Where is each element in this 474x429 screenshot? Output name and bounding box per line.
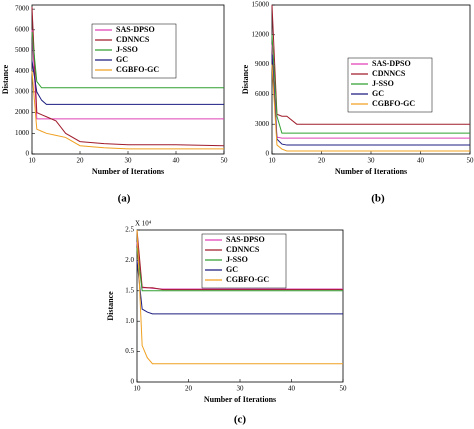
series-line [31,60,224,105]
x-tick-label: 50 [340,385,348,393]
y-tick-label: 2000 [15,108,30,116]
x-tick-label: 40 [417,157,425,165]
y-axis-label: Distance [106,291,115,321]
x-tick-label: 10 [269,157,277,165]
legend-label: CDNNCS [372,69,406,78]
y-tick-label: 6000 [255,90,270,98]
legend-label: CGBFO-GC [372,99,415,108]
y-tick-label: 6000 [15,25,30,33]
y-tick-label: 3000 [15,88,30,96]
x-tick-label: 40 [173,157,181,165]
series-line [271,64,470,152]
y-multiplier: X 10⁴ [135,220,152,228]
series-line [136,260,343,315]
y-tick-label: 4000 [15,67,30,75]
y-tick-label: 0 [131,378,135,386]
caption: (c) [234,414,247,426]
legend-label: CDNNCS [226,245,260,254]
caption: (a) [118,193,131,205]
y-tick-label: 9000 [255,60,270,68]
x-tick-label: 10 [134,385,142,393]
legend-label: J-SSO [116,45,138,54]
y-tick-label: 2.0 [125,256,134,264]
legend-label: GC [372,89,384,98]
series-line [136,229,343,365]
y-axis-label: Distance [241,64,250,94]
x-axis-label: Number of Iterations [92,167,164,176]
series-line [271,4,470,125]
x-tick-label: 10 [29,157,37,165]
legend-label: CGBFO-GC [226,275,269,284]
legend-label: SAS-DPSO [226,235,265,244]
legend-label: J-SSO [372,79,394,88]
y-tick-label: 1.5 [125,286,134,294]
series-line [31,29,224,120]
x-tick-label: 30 [237,385,245,393]
y-tick-label: 2.5 [125,226,134,234]
y-tick-label: 7000 [15,5,30,13]
series-line [31,31,224,89]
x-tick-label: 20 [318,157,326,165]
caption: (b) [371,193,385,205]
legend-label: GC [226,265,238,274]
legend-label: CGBFO-GC [116,65,159,74]
series-line [271,54,470,146]
y-tick-label: 0.5 [125,347,134,355]
y-tick-label: 1.0 [125,317,134,325]
legend-label: CDNNCS [116,35,150,44]
x-tick-label: 50 [467,157,474,165]
legend-box [91,23,177,79]
y-tick-label: 15000 [252,1,270,9]
x-tick-label: 30 [125,157,133,165]
series-line [271,34,470,134]
series-line [136,248,343,292]
series-line [31,7,225,147]
legend-box [201,233,287,289]
x-tick-label: 30 [368,157,376,165]
series-line [31,71,224,150]
x-tick-label: 50 [221,157,229,165]
x-tick-label: 20 [77,157,85,165]
y-tick-label: 0 [26,150,30,158]
y-tick-label: 0 [266,150,270,158]
legend-label: SAS-DPSO [116,25,155,34]
y-tick-label: 5000 [15,46,30,54]
y-tick-label: 3000 [255,120,270,128]
x-axis-label: Number of Iterations [204,395,276,404]
x-axis-label: Number of Iterations [335,167,407,176]
y-tick-label: 12000 [252,30,270,38]
series-line [136,229,343,291]
y-axis-label: Distance [1,64,10,94]
x-tick-label: 40 [288,385,296,393]
legend-label: GC [116,55,128,64]
legend-box [347,57,433,113]
y-tick-label: 1000 [15,129,30,137]
series-line [271,44,470,139]
legend-label: J-SSO [226,255,248,264]
x-tick-label: 20 [185,385,193,393]
legend-label: SAS-DPSO [372,59,411,68]
